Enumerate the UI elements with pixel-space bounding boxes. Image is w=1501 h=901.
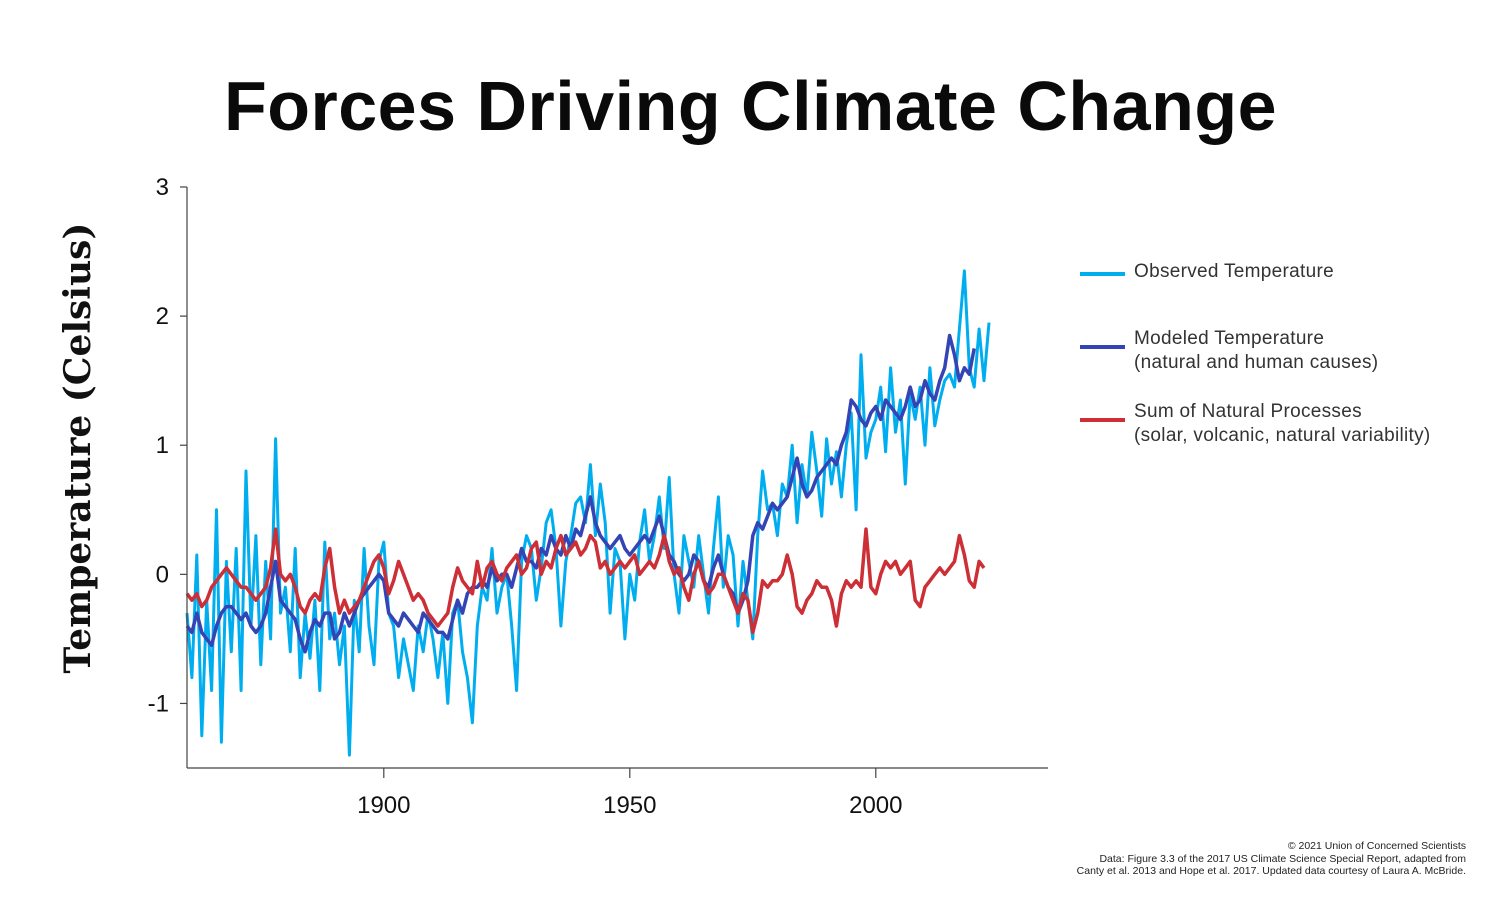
legend-swatch-observed — [1080, 272, 1125, 276]
legend-label: Sum of Natural Processes — [1134, 401, 1362, 422]
legend-label: Modeled Temperature — [1134, 328, 1325, 349]
x-tick-label: 1900 — [357, 792, 410, 819]
axes: 3 2 1 0 -1 1900 1950 2000 — [148, 174, 1048, 819]
legend-sublabel: (natural and human causes) — [1134, 352, 1379, 373]
credits: © 2021 Union of Concerned Scientists Dat… — [1077, 840, 1466, 878]
y-tick-label: 2 — [156, 303, 169, 330]
data-source: Data: Figure 3.3 of the 2017 US Climate … — [1099, 852, 1466, 865]
chart-title: Forces Driving Climate Change — [223, 67, 1278, 145]
x-tick-label: 1950 — [603, 792, 656, 819]
series-line-1 — [185, 333, 976, 654]
legend-swatch-natural — [1080, 418, 1125, 422]
series-line-2 — [185, 527, 986, 635]
legend-sublabel: (solar, volcanic, natural variability) — [1134, 425, 1431, 446]
series-layer — [185, 269, 991, 757]
y-tick-label: 3 — [156, 174, 169, 201]
legend-label: Observed Temperature — [1134, 261, 1334, 282]
data-source-cont: Canty et al. 2013 and Hope et al. 2017. … — [1076, 865, 1466, 877]
x-tick-label: 2000 — [849, 792, 902, 819]
y-tick-label: -1 — [148, 690, 169, 717]
y-tick-label: 1 — [156, 432, 169, 459]
legend-swatch-modeled — [1080, 345, 1125, 349]
copyright: © 2021 Union of Concerned Scientists — [1287, 840, 1466, 852]
y-tick-label: 0 — [156, 561, 169, 588]
series-line-0 — [185, 269, 991, 757]
